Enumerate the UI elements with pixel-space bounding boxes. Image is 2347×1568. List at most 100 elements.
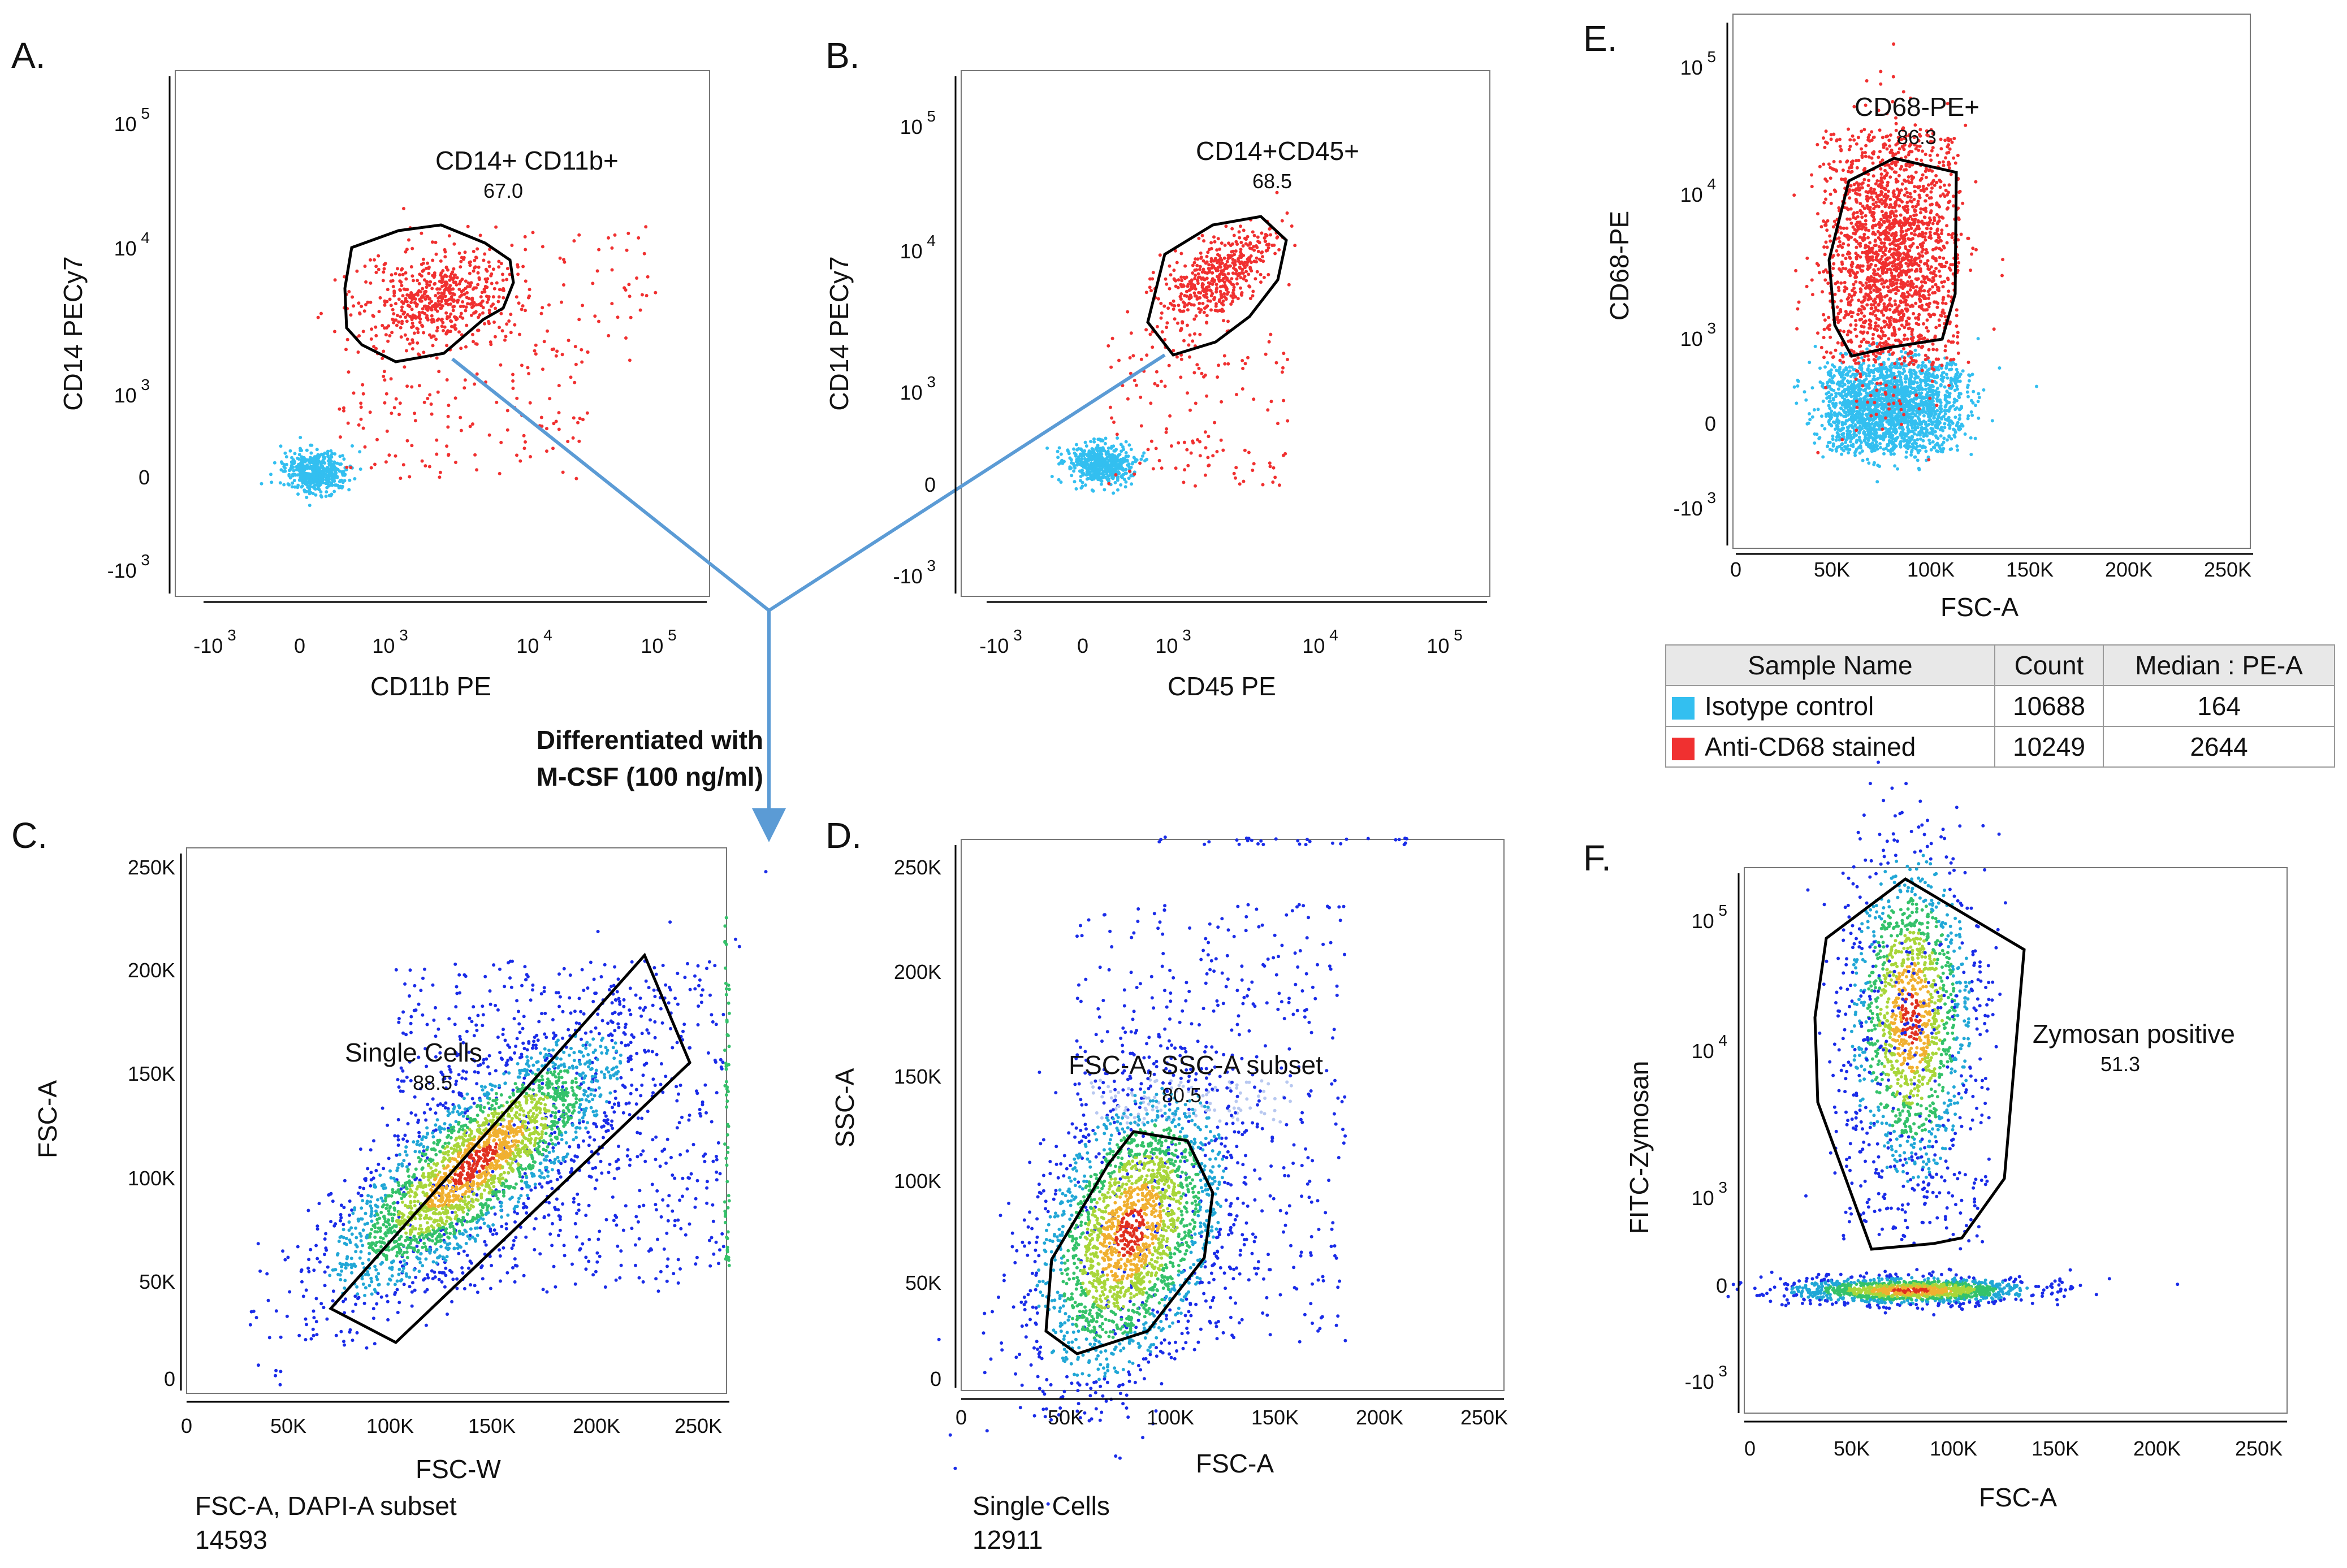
event-dot	[718, 1172, 722, 1176]
event-dot	[634, 1102, 638, 1106]
density-dot	[428, 1251, 432, 1255]
density-dot	[533, 1138, 537, 1142]
density-dot	[381, 1183, 385, 1187]
density-dot	[376, 1198, 379, 1202]
density-dot	[615, 1049, 619, 1053]
density-dot	[531, 1160, 535, 1164]
event-dot	[1260, 251, 1263, 255]
event-dot	[1248, 258, 1252, 262]
event-dot	[428, 393, 432, 397]
event-dot	[1094, 455, 1097, 458]
density-dot	[555, 1177, 559, 1181]
event-dot	[1072, 469, 1076, 473]
event-dot	[509, 331, 513, 335]
event-dot	[468, 284, 472, 288]
density-dot	[323, 1270, 327, 1274]
density-dot	[546, 1170, 550, 1173]
density-dot	[540, 1064, 544, 1068]
event-dot	[568, 973, 572, 977]
density-dot	[410, 1290, 414, 1294]
density-dot	[403, 1133, 407, 1137]
event-dot	[628, 294, 632, 298]
density-dot	[546, 1145, 550, 1149]
event-dot	[607, 1171, 611, 1175]
density-dot	[640, 1032, 644, 1036]
event-dot	[357, 334, 361, 338]
density-dot	[343, 1179, 347, 1183]
event-dot	[624, 1023, 628, 1026]
event-dot	[451, 309, 455, 313]
event-dot	[505, 267, 509, 271]
event-dot	[654, 1208, 658, 1212]
event-dot	[594, 1270, 598, 1274]
event-dot	[308, 492, 312, 496]
event-dot	[1216, 309, 1220, 313]
density-dot	[469, 1116, 473, 1120]
density-dot	[319, 1302, 323, 1306]
event-dot	[1083, 440, 1087, 444]
event-dot	[445, 444, 449, 448]
event-dot	[292, 479, 296, 483]
event-dot	[483, 252, 487, 256]
event-dot	[487, 322, 491, 326]
event-dot	[1180, 279, 1184, 283]
event-dot	[720, 1067, 724, 1071]
event-dot	[1243, 362, 1247, 366]
event-dot	[474, 256, 478, 259]
event-dot	[435, 356, 439, 360]
event-dot	[518, 459, 522, 463]
density-dot	[417, 1270, 421, 1274]
event-dot	[1125, 459, 1129, 463]
density-dot	[534, 1103, 538, 1107]
event-dot	[1106, 344, 1110, 348]
event-dot	[707, 960, 711, 964]
event-dot	[473, 382, 477, 386]
event-dot	[1234, 240, 1238, 244]
event-dot	[297, 453, 301, 457]
event-dot	[1220, 269, 1224, 273]
tick-label: 10 4	[516, 626, 552, 657]
density-dot	[525, 1055, 529, 1059]
event-dot	[681, 1176, 685, 1180]
event-dot	[1156, 297, 1160, 301]
event-dot	[642, 1203, 646, 1207]
density-dot	[546, 1174, 550, 1178]
event-dot	[1255, 260, 1258, 264]
density-dot	[454, 1236, 458, 1240]
density-dot	[603, 1111, 607, 1115]
connector-label-line2: M-CSF (100 ng/ml)	[537, 762, 763, 791]
event-dot	[1165, 321, 1169, 325]
density-dot	[397, 1163, 401, 1167]
tick-label: 0	[139, 466, 150, 489]
event-dot	[1160, 330, 1164, 334]
event-dot	[394, 968, 398, 972]
density-dot	[544, 1132, 548, 1136]
event-dot	[581, 1120, 585, 1124]
event-dot	[457, 252, 461, 255]
event-dot	[1205, 320, 1208, 324]
event-dot	[1192, 261, 1196, 265]
event-dot	[445, 378, 449, 382]
tick-exponent: 3	[923, 373, 936, 391]
event-dot	[476, 1290, 479, 1294]
density-dot	[550, 1127, 554, 1131]
event-dot	[531, 983, 535, 987]
density-dot	[520, 1055, 524, 1059]
event-dot	[673, 1224, 677, 1228]
event-dot	[297, 457, 301, 461]
event-dot	[1110, 473, 1114, 477]
event-dot	[314, 493, 318, 497]
event-dot	[598, 1254, 602, 1258]
x-axis-label: CD11b PE	[370, 672, 491, 701]
density-dot	[395, 1254, 399, 1258]
event-dot	[634, 1263, 637, 1267]
event-dot	[602, 1136, 605, 1140]
density-dot	[559, 1069, 563, 1073]
event-dot	[1103, 441, 1107, 445]
density-dot	[409, 1199, 413, 1203]
event-dot	[459, 415, 463, 419]
event-dot	[524, 248, 528, 252]
density-dot	[425, 1273, 429, 1277]
density-dot	[535, 1100, 539, 1104]
event-dot	[397, 273, 401, 277]
